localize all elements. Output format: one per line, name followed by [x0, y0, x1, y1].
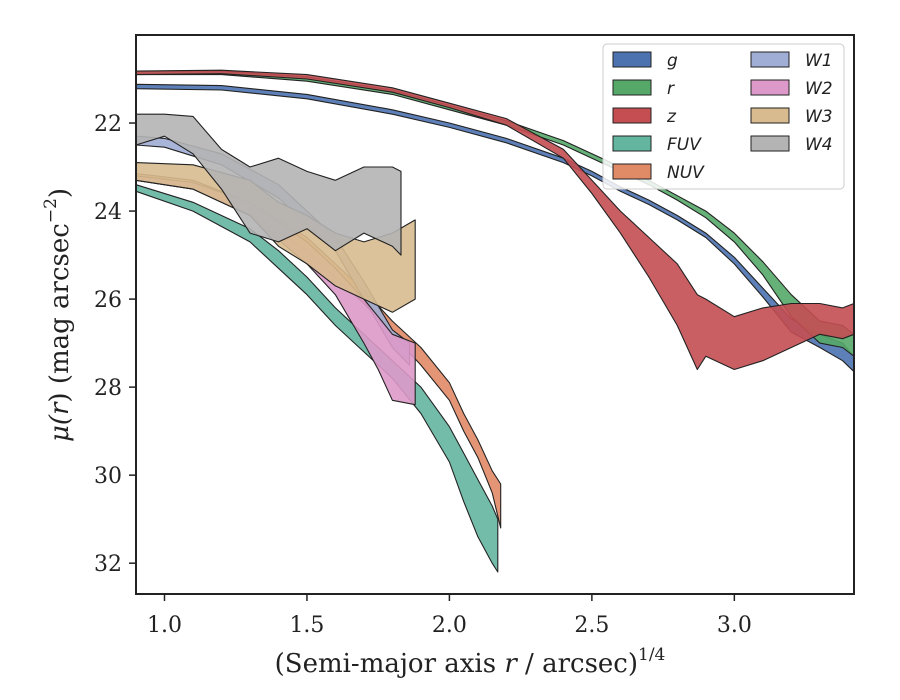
legend-label-g: g [667, 51, 678, 71]
x-tick-label: 1.5 [289, 613, 324, 638]
y-tick-label: 26 [94, 288, 122, 313]
y-tick-label: 32 [94, 552, 122, 577]
legend-label-w3: W3 [805, 107, 833, 127]
legend-label-z: z [666, 107, 677, 127]
y-tick-label: 28 [94, 376, 122, 401]
x-axis-label: (Semi-major axis r / arcsec)1/4 [275, 645, 666, 679]
legend-label-fuv: FUV [667, 135, 702, 155]
legend-swatch-nuv [612, 163, 652, 180]
legend-swatch-z [612, 107, 652, 124]
legend-label-w2: W2 [805, 79, 833, 99]
y-tick-label: 22 [94, 112, 122, 137]
legend-swatch-w4 [750, 135, 790, 152]
x-tick-label: 2.5 [574, 613, 609, 638]
legend-swatch-w2 [750, 79, 790, 96]
ticks-layer: 1.0 1.5 2.0 2.5 3.0 22 24 26 28 30 32 [94, 112, 752, 638]
y-axis-label: μ(r) (mag arcsec−2) [41, 188, 75, 442]
y-tick-label: 30 [94, 464, 122, 489]
x-tick-label: 3.0 [717, 613, 752, 638]
x-tick-label: 1.0 [147, 613, 182, 638]
legend-swatch-w1 [750, 51, 790, 68]
legend-label-r: r [667, 79, 675, 99]
legend: grz FUV NUV W1 W2 W3 W4 [602, 43, 845, 190]
y-tick-label: 24 [94, 200, 122, 225]
series-band-fuv [135, 184, 499, 573]
series-layer [135, 69, 855, 573]
legend-label-nuv: NUV [667, 163, 705, 183]
legend-label-w1: W1 [805, 51, 833, 71]
legend-swatch-g [612, 51, 652, 68]
series-band-w4 [135, 113, 402, 256]
legend-swatch-fuv [612, 135, 652, 152]
legend-swatch-r [612, 79, 652, 96]
x-tick-label: 2.0 [432, 613, 467, 638]
plot-frame [135, 34, 855, 595]
legend-swatch-w3 [750, 107, 790, 124]
legend-label-w4: W4 [805, 135, 833, 155]
